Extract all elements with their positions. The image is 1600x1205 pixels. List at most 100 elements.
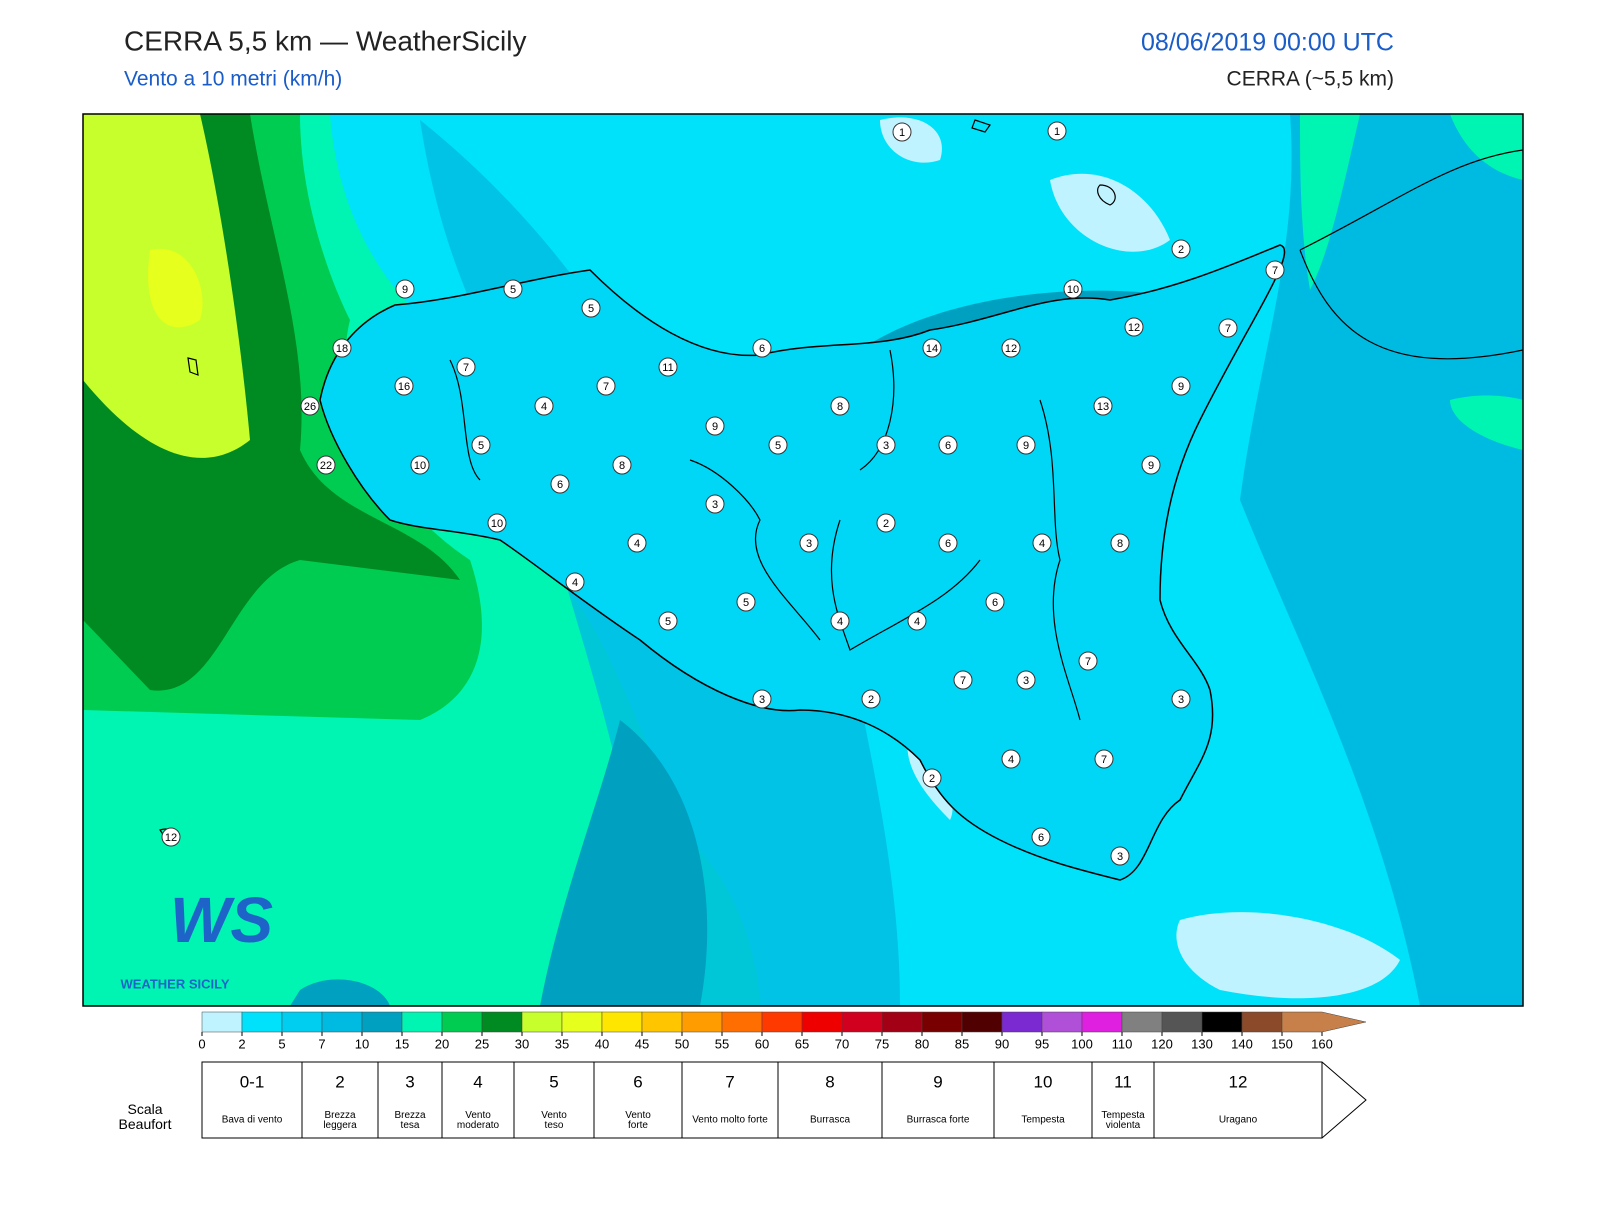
station-value: 7 [1225,323,1231,335]
colorbar-segment [521,1011,563,1033]
station-marker [395,279,415,299]
colorbar-tick-label: 90 [995,1036,1009,1051]
colorbar-segment [1201,1011,1243,1033]
colorbar-segment [561,1011,603,1033]
station-marker [1063,279,1083,299]
station-value: 1 [1054,126,1060,138]
station-marker [596,376,616,396]
station-value: 18 [336,343,348,355]
station-marker [1016,435,1036,455]
colorbar-segment [401,1011,443,1033]
colorbar-tick-label: 15 [395,1036,409,1051]
station-marker [938,533,958,553]
station-value: 4 [634,538,640,550]
station-marker [861,689,881,709]
station-value: 9 [1023,440,1029,452]
colorbar-tick-label: 50 [675,1036,689,1051]
station-value: 12 [165,832,177,844]
colorbar-segment [361,1011,403,1033]
beaufort-force: 2 [335,1072,344,1091]
station-marker [953,670,973,690]
logo-mark: WS [170,884,273,956]
station-value: 2 [1178,244,1184,256]
station-marker [471,435,491,455]
beaufort-force: 5 [549,1072,558,1091]
station-value: 10 [414,460,426,472]
station-value: 4 [1008,754,1014,766]
station-value: 3 [1117,851,1123,863]
colorbar-tick-label: 70 [835,1036,849,1051]
colorbar-segment [1001,1011,1043,1033]
station-value: 5 [588,303,594,315]
station-marker [1110,846,1130,866]
colorbar-segment [721,1011,763,1033]
station-value: 7 [1101,754,1107,766]
station-marker [1141,455,1161,475]
colorbar-tick-label: 7 [318,1036,325,1051]
colorbar-tick-label: 35 [555,1036,569,1051]
station-marker [487,513,507,533]
station-marker [752,338,772,358]
beaufort-name: Tempesta violenta [1101,1110,1145,1131]
beaufort-name: Vento teso [541,1110,567,1131]
model: CERRA (~5,5 km) [1227,68,1394,91]
station-value: 12 [1128,322,1140,334]
station-marker [1032,533,1052,553]
station-value: 10 [1067,284,1079,296]
station-value: 12 [1005,343,1017,355]
colorbar-segment [601,1011,643,1033]
colorbar-segment [961,1011,1003,1033]
station-marker [1171,689,1191,709]
station-value: 13 [1097,401,1109,413]
colorbar-tick-label: 40 [595,1036,609,1051]
beaufort-name: Brezza tesa [394,1110,426,1131]
colorbar: 0 2 5 7 10 15 20 25 30 35 40 45 50 55 60 65 70 75 80 85 90 95… [198,1011,1367,1051]
station-value: 11 [662,362,673,374]
colorbar-tick-label: 130 [1191,1036,1213,1051]
station-marker [1016,670,1036,690]
station-marker [300,396,320,416]
colorbar-tick-label: 25 [475,1036,489,1051]
station-value: 5 [743,597,749,609]
colorbar-tick-label: 80 [915,1036,929,1051]
station-value: 9 [712,421,718,433]
colorbar-tick-label: 110 [1112,1036,1133,1051]
station-value: 3 [883,440,889,452]
colorbar-segment [1241,1011,1283,1033]
station-value: 6 [557,479,563,491]
station-marker [892,122,912,142]
colorbar-arrow [1281,1011,1367,1033]
beaufort-force: 8 [825,1072,834,1091]
station-value: 9 [1178,381,1184,393]
beaufort-force: 12 [1229,1072,1248,1091]
colorbar-tick-label: 5 [278,1036,285,1051]
station-marker [768,435,788,455]
colorbar-segment [801,1011,843,1033]
station-marker [581,298,601,318]
station-value: 6 [1038,832,1044,844]
station-marker [830,611,850,631]
station-marker [830,396,850,416]
beaufort-name: Burrasca [810,1115,850,1126]
beaufort-force: 11 [1114,1072,1132,1091]
station-marker [922,768,942,788]
beaufort-force: 6 [633,1072,642,1091]
colorbar-segment [1161,1011,1203,1033]
colorbar-segment [681,1011,723,1033]
colorbar-tick-label: 30 [515,1036,529,1051]
title: CERRA 5,5 km — WeatherSicily [124,25,527,56]
colorbar-tick-label: 55 [715,1036,729,1051]
station-marker [316,455,336,475]
station-value: 7 [463,362,469,374]
logo-text: WEATHER SICILY [120,976,229,991]
colorbar-tick-label: 75 [875,1036,889,1051]
station-value: 3 [712,499,718,511]
station-value: 8 [1117,538,1123,550]
station-value: 26 [304,401,316,413]
station-marker [1094,749,1114,769]
station-value: 6 [945,538,951,550]
datetime: 08/06/2019 00:00 UTC [1141,29,1394,57]
station-marker [907,611,927,631]
beaufort-force: 4 [473,1072,482,1091]
